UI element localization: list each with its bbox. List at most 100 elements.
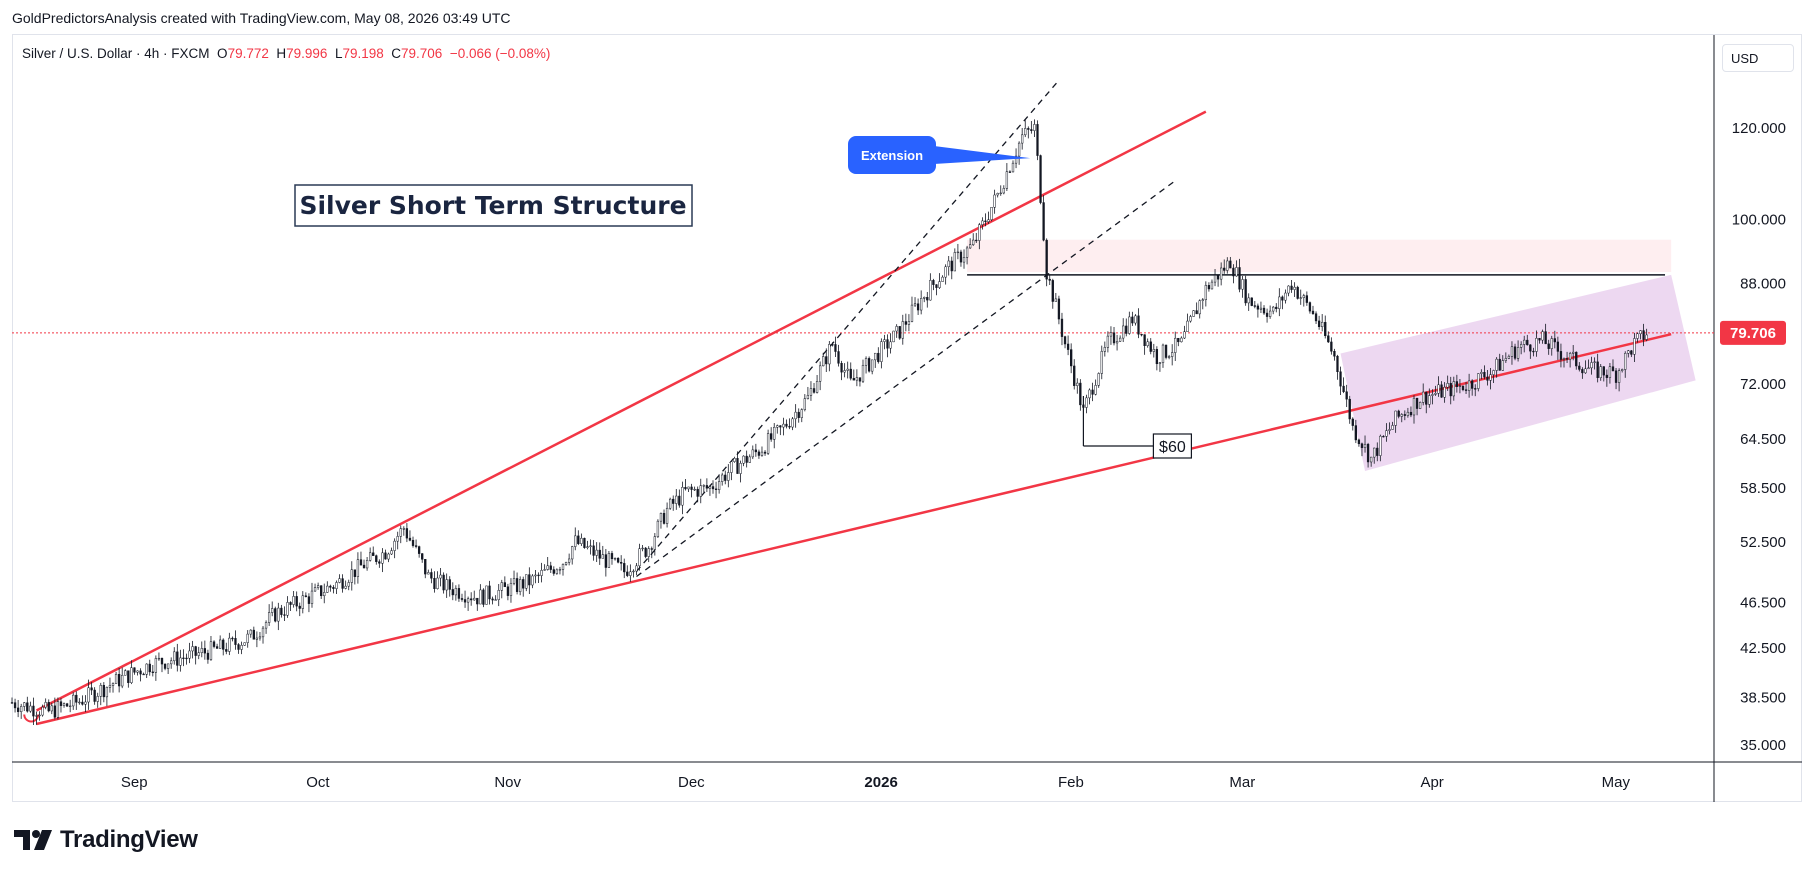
y-tick-label: 46.500 [1740,595,1786,612]
candle-body [1345,391,1348,400]
candle-body [50,705,53,712]
candle-body [445,579,448,591]
candle-body [620,562,623,564]
candle-body [1516,347,1520,359]
candle-body [1639,330,1642,335]
candle-body [47,702,50,712]
candle-body [840,363,843,373]
candle-body [375,555,378,562]
candle-body [1529,344,1532,352]
candle-body [295,596,298,607]
y-tick-label: 38.500 [1740,689,1786,706]
candle-body [160,657,164,665]
candle-body [182,657,185,659]
candle-body [35,715,38,717]
candle-body [1195,310,1198,315]
candle-body [1241,279,1244,290]
candle-body [1480,372,1483,374]
candle-body [727,472,730,481]
candle-body [938,281,941,288]
candle-body [482,589,485,605]
candle-body [29,705,32,712]
candle-body [264,622,268,629]
x-tick-label: Nov [494,774,521,791]
candle-body [779,425,782,428]
candle-body [1412,397,1416,416]
candle-body [522,579,525,589]
candle-body [1608,366,1612,378]
candle-body [117,674,121,687]
candle-body [1287,285,1290,294]
candle-body [176,651,179,666]
upper-wedge-trendline[interactable] [35,110,1207,712]
support-60-text: $60 [1159,439,1186,456]
candle-body [267,612,271,623]
candle-body [794,411,797,420]
candle-body [399,528,402,537]
candle-body [785,423,788,427]
candle-body [797,411,800,418]
candle-body [1544,331,1547,345]
candle-body [1011,162,1015,173]
candle-body [843,370,846,373]
candle-body [277,607,280,622]
candle-body [1063,336,1067,345]
candle-body [1311,310,1315,314]
candle-body [289,602,292,605]
candle-body [601,554,604,559]
candle-body [194,646,197,656]
support-60-label[interactable]: $60 [1082,396,1193,459]
candle-body [604,554,608,568]
candle-body [1403,414,1406,416]
candle-body [225,649,228,652]
y-tick-label: 72.000 [1740,376,1786,393]
candle-body [1510,346,1514,357]
candle-body [564,562,568,565]
candle-body [1238,267,1241,290]
candle-body [246,633,249,643]
extension-callout[interactable]: Extension [848,116,1031,174]
candle-body [476,597,479,605]
candle-body [114,674,118,684]
lower-wedge-trendline[interactable] [36,332,1672,726]
dashed-lower-trendline[interactable] [636,180,1176,578]
candle-body [1066,343,1070,350]
dashed-upper-trendline[interactable] [635,79,1060,572]
candle-body [632,570,635,573]
candle-body [610,553,614,560]
last-price-label: 79.706 [1730,325,1776,342]
candle-body [81,701,84,705]
candle-body [1611,366,1615,372]
candle-body [1415,397,1419,409]
candle-body [485,585,488,605]
candle-body [387,553,390,560]
tradingview-brand[interactable]: TradingView [60,826,198,853]
candle-body [1265,312,1269,317]
candle-body [662,513,666,524]
candle-body [1262,307,1266,314]
candle-body [258,636,262,639]
candle-body [243,642,246,646]
candle-body [301,595,304,609]
candle-body [421,553,424,560]
candle-body [751,449,754,458]
candle-body [237,644,240,650]
candle-body [916,303,920,311]
candle-body [157,657,161,660]
candle-body [1617,370,1621,383]
candle-body [166,663,170,669]
candle-body [659,513,663,522]
candle-body [405,528,409,539]
candle-body [1118,337,1122,342]
candle-body [310,590,314,604]
candle-body [950,260,953,272]
candle-body [252,629,255,640]
candle-body [316,585,320,588]
candle-body [1354,425,1357,441]
candle-body [1357,439,1361,445]
candle-body [837,351,840,364]
candle-body [656,520,660,537]
currency-selector[interactable]: USD [1722,44,1794,72]
candle-body [506,586,510,596]
